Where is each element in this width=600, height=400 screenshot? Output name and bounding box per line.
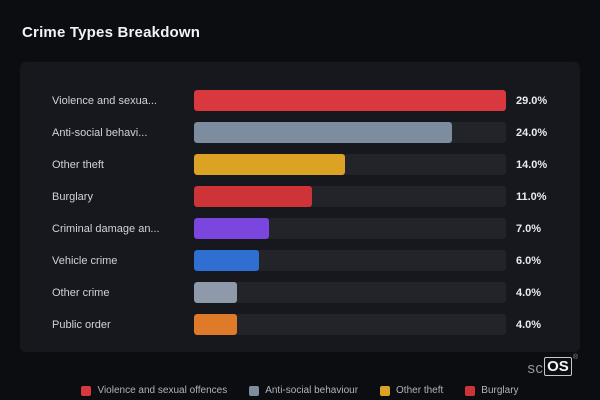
- legend-item[interactable]: Anti-social behaviour: [249, 385, 358, 396]
- bar[interactable]: [194, 314, 238, 335]
- value-label: 4.0%: [516, 318, 542, 331]
- logo-suffix: OS: [544, 357, 572, 376]
- bar-track: [194, 282, 506, 303]
- chart-card: Violence and sexua... 29.0% Anti-social be…: [20, 62, 580, 352]
- value-label: 6.0%: [516, 254, 542, 267]
- chart-row: Public order 4.0%: [52, 314, 552, 335]
- bar[interactable]: [194, 250, 259, 271]
- value-label: 29.0%: [516, 94, 548, 107]
- legend-swatch-icon: [465, 385, 476, 396]
- chart-legend: Violence and sexual offences Anti-social …: [0, 385, 600, 396]
- legend-label: Anti-social behaviour: [265, 385, 359, 396]
- legend-item[interactable]: Other theft: [380, 385, 443, 396]
- legend-label: Other theft: [396, 385, 444, 396]
- chart-row: Vehicle crime 6.0%: [52, 250, 552, 271]
- category-label: Other crime: [52, 286, 110, 299]
- legend-swatch-icon: [81, 385, 92, 396]
- bar-track: [194, 186, 506, 207]
- value-label: 11.0%: [516, 190, 547, 203]
- page-title: Crime Types Breakdown: [22, 24, 201, 41]
- category-label: Criminal damage an...: [52, 222, 160, 235]
- bar[interactable]: [194, 90, 506, 111]
- value-label: 4.0%: [516, 286, 542, 299]
- bar-track: [194, 90, 506, 111]
- value-label: 24.0%: [516, 126, 548, 139]
- bar[interactable]: [194, 218, 270, 239]
- category-label: Public order: [52, 318, 111, 331]
- registered-trademark-icon: ®: [572, 354, 578, 361]
- bar-chart: Violence and sexua... 29.0% Anti-social be…: [52, 90, 552, 335]
- scos-logo: sc OS ®: [527, 354, 578, 377]
- bar[interactable]: [194, 122, 453, 143]
- legend-swatch-icon: [249, 385, 260, 396]
- logo-prefix: sc: [527, 360, 544, 377]
- category-label: Anti-social behavi...: [52, 126, 148, 139]
- category-label: Other theft: [52, 158, 104, 171]
- chart-row: Anti-social behavi... 24.0%: [52, 122, 552, 143]
- legend-swatch-icon: [380, 385, 391, 396]
- chart-row: Other crime 4.0%: [52, 282, 552, 303]
- legend-item[interactable]: Burglary: [465, 385, 519, 396]
- chart-row: Criminal damage an... 7.0%: [52, 218, 552, 239]
- value-label: 14.0%: [516, 158, 548, 171]
- legend-label: Violence and sexual offences: [97, 385, 228, 396]
- bar[interactable]: [194, 186, 313, 207]
- value-label: 7.0%: [516, 222, 542, 235]
- bar-track: [194, 122, 506, 143]
- bar[interactable]: [194, 154, 345, 175]
- bar-track: [194, 154, 506, 175]
- bar-track: [194, 218, 506, 239]
- chart-row: Violence and sexua... 29.0%: [52, 90, 552, 111]
- chart-row: Burglary 11.0%: [52, 186, 552, 207]
- bar[interactable]: [194, 282, 238, 303]
- legend-item[interactable]: Violence and sexual offences: [81, 385, 227, 396]
- category-label: Vehicle crime: [52, 254, 118, 267]
- bar-track: [194, 314, 506, 335]
- category-label: Violence and sexua...: [52, 94, 157, 107]
- bar-track: [194, 250, 506, 271]
- legend-label: Burglary: [481, 385, 519, 396]
- category-label: Burglary: [52, 190, 93, 203]
- chart-row: Other theft 14.0%: [52, 154, 552, 175]
